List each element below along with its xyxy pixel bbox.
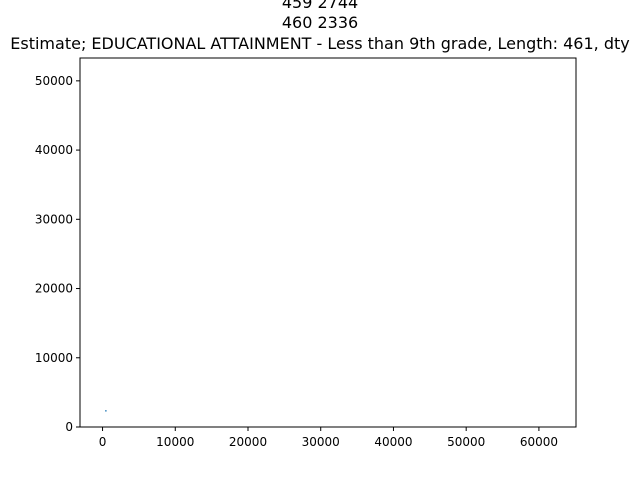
x-tick-label: 30000	[302, 435, 340, 449]
x-tick-label: 50000	[447, 435, 485, 449]
x-tick-label: 20000	[229, 435, 267, 449]
title-line-1: 460 2336	[282, 13, 358, 32]
x-axis: 0 10000 20000 30000 40000 50000 60000	[99, 427, 558, 449]
data-point	[105, 410, 107, 412]
data-marks	[105, 410, 107, 412]
title-line-0: 459 2744	[282, 0, 358, 12]
plot-area-frame	[79, 57, 577, 428]
x-tick-label: 60000	[520, 435, 558, 449]
y-tick-label: 20000	[35, 282, 73, 296]
y-tick-label: 0	[65, 420, 73, 434]
y-tick-label: 50000	[35, 74, 73, 88]
y-axis: 0 10000 20000 30000 40000 50000	[35, 74, 80, 434]
x-tick-label: 10000	[156, 435, 194, 449]
x-tick-label: 40000	[374, 435, 412, 449]
y-tick-label: 40000	[35, 143, 73, 157]
y-tick-label: 30000	[35, 212, 73, 226]
title-line-2: Estimate; EDUCATIONAL ATTAINMENT - Less …	[10, 34, 629, 53]
x-tick-label: 0	[99, 435, 107, 449]
y-tick-label: 10000	[35, 351, 73, 365]
